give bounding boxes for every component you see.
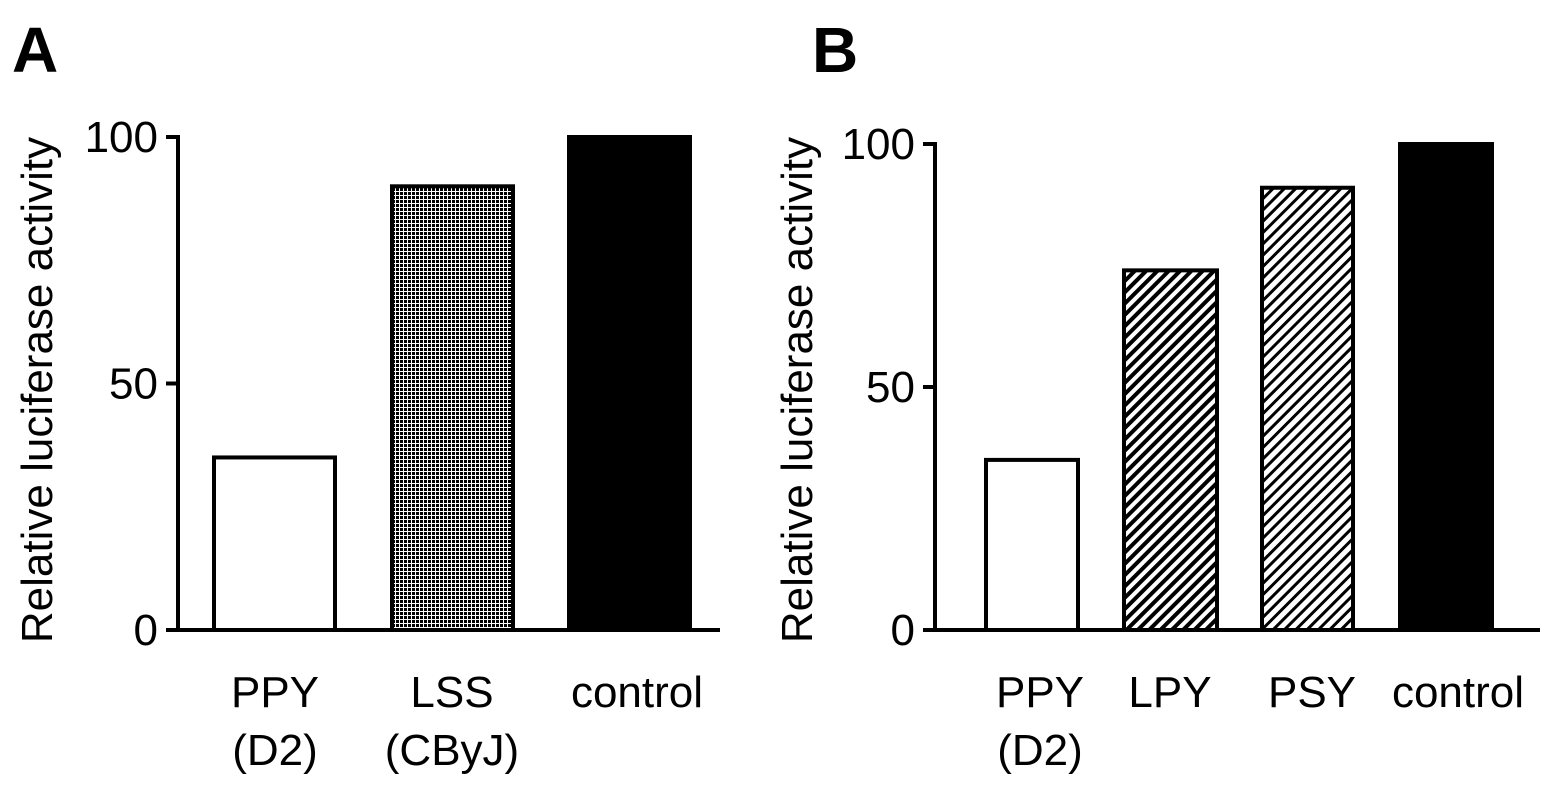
panel-b-plot: 0 50 100 PPY (D2) LPY PSY control: [842, 120, 1540, 775]
panel-b-x-label-0-line-0: PPY: [996, 668, 1084, 717]
panel-a-x-label-1-line-0: LSS: [410, 668, 493, 717]
panel-b-x-label-1-line-0: LPY: [1128, 668, 1211, 717]
panel-a-bar-2: [567, 135, 692, 632]
panel-a-y-tick-label-2: 100: [85, 113, 158, 162]
panel-b-x-label-3-line-0: control: [1392, 668, 1524, 717]
panel-a-letter: A: [12, 14, 58, 86]
panel-a-x-label-2-line-0: control: [571, 668, 703, 717]
panel-a-bar-0: [212, 455, 337, 633]
panel-b-ylabel: Relative luciferase activity: [773, 137, 822, 643]
panel-b-y-tick-label-1: 50: [866, 363, 915, 412]
panel-b-bar-0: [984, 457, 1080, 632]
panel-a-x-label-1-line-1: (CByJ): [385, 726, 519, 775]
panel-a-y-tick-label-1: 50: [109, 360, 158, 409]
panel-b-bar-1: [1122, 268, 1219, 632]
panel-b-y-tick-label-2: 100: [842, 120, 915, 169]
panel-a: A Relative luciferase activity 0 50 100 PPY…: [12, 14, 720, 775]
panel-b-x-label-0-line-1: (D2): [997, 726, 1083, 775]
panel-a-ylabel: Relative luciferase activity: [13, 137, 62, 643]
panel-a-plot: 0 50 100 PPY (D2) LSS (CByJ) control: [85, 113, 720, 775]
panel-b-bar-2: [1260, 185, 1355, 633]
panel-a-x-label-0-line-1: (D2): [232, 726, 318, 775]
panel-b-y-tick-label-0: 0: [891, 606, 915, 655]
panel-a-x-label-0-line-0: PPY: [231, 668, 319, 717]
panel-b-bar-3: [1398, 142, 1494, 632]
panel-b-x-label-2-line-0: PSY: [1268, 668, 1356, 717]
panel-a-y-tick-label-0: 0: [134, 606, 158, 655]
panel-b-letter: B: [812, 14, 858, 86]
panel-b: B Relative luciferase activity 0 50 100 PPY…: [773, 14, 1540, 775]
panel-a-bar-1: [390, 184, 515, 633]
